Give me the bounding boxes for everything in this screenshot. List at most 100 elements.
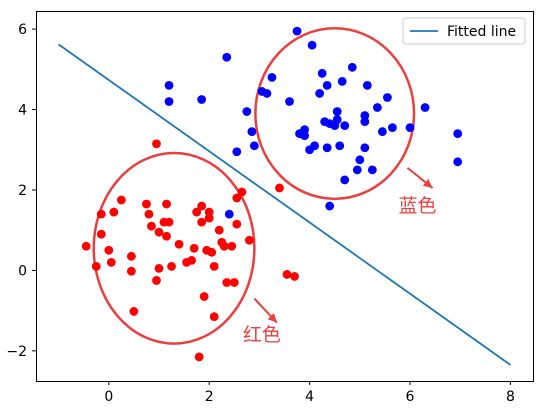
scatter-point — [197, 95, 206, 104]
scatter-point — [142, 200, 151, 209]
scatter-point — [340, 121, 349, 130]
scatter-point — [222, 53, 231, 62]
y-tick-label: 6 — [18, 22, 27, 38]
scatter-point — [333, 107, 342, 116]
scatter-point — [268, 73, 277, 82]
x-tick-label: 0 — [104, 389, 113, 405]
red-annotation-text: 红色 — [243, 324, 281, 346]
scatter-point — [109, 208, 118, 217]
scatter-point — [210, 262, 219, 271]
scatter-point — [318, 69, 327, 78]
scatter-point — [222, 278, 231, 287]
scatter-point — [107, 258, 116, 267]
scatter-point — [187, 256, 196, 265]
scatter-point — [152, 276, 161, 285]
scatter-point — [323, 143, 332, 152]
scatter-point — [155, 228, 164, 237]
legend-label: Fitted line — [447, 24, 516, 40]
scatter-point — [360, 143, 369, 152]
scatter-point — [353, 165, 362, 174]
scatter-point — [165, 218, 174, 227]
scatter-point — [360, 117, 369, 126]
y-tick-label: 2 — [18, 183, 27, 199]
scatter-point — [348, 63, 357, 72]
scatter-point — [355, 155, 364, 164]
scatter-point — [232, 147, 241, 156]
blue-annotation-text: 蓝色 — [399, 195, 437, 217]
scatter-point — [147, 222, 156, 231]
fitted-line — [59, 44, 511, 365]
scatter-point — [215, 226, 224, 235]
scatter-point — [117, 196, 126, 205]
scatter-point — [230, 278, 239, 287]
scatter-point — [210, 312, 219, 321]
scatter-point — [165, 81, 174, 90]
scatter-point — [152, 139, 161, 148]
scatter-point — [97, 230, 106, 239]
scatter-point — [247, 127, 256, 136]
scatter-point — [175, 240, 184, 249]
scatter-point — [285, 97, 294, 106]
scatter-point — [333, 115, 342, 124]
scatter-point — [325, 202, 334, 211]
plot-frame — [37, 12, 534, 382]
scatter-point — [207, 248, 216, 257]
y-tick-label: 4 — [18, 103, 27, 119]
scatter-point — [197, 218, 206, 227]
scatter-point — [250, 141, 259, 150]
scatter-point — [293, 27, 302, 36]
x-tick-label: 4 — [305, 389, 314, 405]
scatter-point — [290, 272, 299, 281]
scatter-point — [205, 214, 214, 223]
scatter-point — [82, 242, 91, 251]
scatter-point — [245, 236, 254, 245]
scatter-point — [368, 165, 377, 174]
scatter-point — [373, 103, 382, 112]
scatter-point — [225, 210, 234, 219]
scatter-point — [195, 352, 204, 361]
scatter-point — [200, 292, 209, 301]
scatter-point — [453, 157, 462, 166]
scatter-point — [162, 232, 171, 241]
scatter-point — [104, 246, 113, 255]
scatter-point — [237, 188, 246, 197]
scatter-point — [275, 184, 284, 193]
scatter-point — [220, 242, 229, 251]
scatter-point — [388, 123, 397, 132]
scatter-point — [363, 81, 372, 90]
scatter-point — [165, 97, 174, 106]
y-tick-label: −2 — [6, 344, 27, 360]
scatter-point — [383, 93, 392, 102]
scatter-point — [338, 77, 347, 86]
scatter-point — [300, 125, 309, 134]
x-tick-label: 8 — [506, 389, 515, 405]
scatter-point — [127, 267, 136, 276]
scatter-point — [315, 89, 324, 98]
scatter-point — [190, 244, 199, 253]
scatter-point — [378, 127, 387, 136]
scatter-point — [145, 210, 154, 219]
scatter-point — [227, 242, 236, 251]
scatter-point — [283, 270, 292, 279]
x-tick-label: 2 — [205, 389, 214, 405]
scatter-point — [162, 200, 171, 209]
scatter-point — [453, 129, 462, 138]
scatter-point — [155, 264, 164, 273]
scatter-point — [335, 141, 344, 150]
scatter-point — [167, 262, 176, 271]
scatter-point — [197, 202, 206, 211]
scatter-point — [340, 176, 349, 185]
scatter-point — [242, 107, 251, 116]
scatter-point — [263, 89, 272, 98]
x-tick-label: 6 — [406, 389, 415, 405]
scatter-point — [129, 307, 138, 316]
scatter-point — [308, 41, 317, 50]
scatter-point — [97, 210, 106, 219]
scatter-point — [406, 123, 415, 132]
scatter-point — [92, 262, 101, 271]
scatter-point — [232, 220, 241, 229]
scatter-point — [323, 81, 332, 90]
scatter-point — [127, 252, 136, 261]
y-tick-label: 0 — [18, 263, 27, 279]
